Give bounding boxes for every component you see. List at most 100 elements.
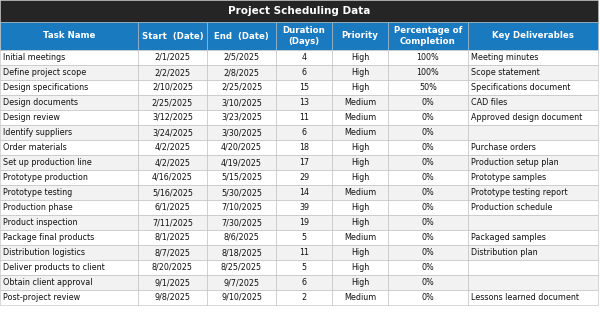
Text: Priority: Priority <box>341 32 379 41</box>
Text: 4/2/2025: 4/2/2025 <box>155 158 191 167</box>
Bar <box>468 260 598 275</box>
Text: 5/30/2025: 5/30/2025 <box>221 188 262 197</box>
Text: CAD files: CAD files <box>471 98 507 107</box>
Bar <box>207 110 276 125</box>
Text: High: High <box>351 263 369 272</box>
Bar <box>0 290 138 305</box>
Text: 7/30/2025: 7/30/2025 <box>221 218 262 227</box>
Text: 14: 14 <box>299 188 309 197</box>
Bar <box>138 80 207 95</box>
Text: 2: 2 <box>301 293 307 302</box>
Bar <box>468 155 598 170</box>
Text: Design review: Design review <box>3 113 60 122</box>
Text: Key Deliverables: Key Deliverables <box>492 32 574 41</box>
Bar <box>468 215 598 230</box>
Text: High: High <box>351 248 369 257</box>
Text: 4: 4 <box>302 53 307 62</box>
Text: 13: 13 <box>299 98 309 107</box>
Text: Package final products: Package final products <box>3 233 94 242</box>
Text: 4/16/2025: 4/16/2025 <box>152 173 193 182</box>
Bar <box>388 155 468 170</box>
Text: 17: 17 <box>299 158 309 167</box>
Bar <box>332 50 388 65</box>
Bar <box>468 140 598 155</box>
Bar <box>207 290 276 305</box>
Bar <box>276 185 332 200</box>
Text: Percentage of
Completion: Percentage of Completion <box>394 26 462 46</box>
Bar <box>0 170 138 185</box>
Bar <box>276 80 332 95</box>
Bar <box>332 215 388 230</box>
Bar <box>388 80 468 95</box>
Bar <box>207 50 276 65</box>
Bar <box>138 50 207 65</box>
Text: 0%: 0% <box>422 278 434 287</box>
Text: 2/2/2025: 2/2/2025 <box>154 68 191 77</box>
Text: Design specifications: Design specifications <box>3 83 88 92</box>
Bar <box>0 230 138 245</box>
Text: Approved design document: Approved design document <box>471 113 582 122</box>
Text: 8/18/2025: 8/18/2025 <box>221 248 262 257</box>
Text: 2/1/2025: 2/1/2025 <box>155 53 191 62</box>
Text: 0%: 0% <box>422 128 434 137</box>
Bar <box>138 290 207 305</box>
Text: High: High <box>351 278 369 287</box>
Bar <box>332 22 388 50</box>
Text: 4/19/2025: 4/19/2025 <box>221 158 262 167</box>
Bar <box>138 200 207 215</box>
Text: Production setup plan: Production setup plan <box>471 158 559 167</box>
Text: 0%: 0% <box>422 293 434 302</box>
Bar <box>332 125 388 140</box>
Text: High: High <box>351 68 369 77</box>
Bar <box>0 80 138 95</box>
Text: Medium: Medium <box>344 128 376 137</box>
Text: Distribution plan: Distribution plan <box>471 248 538 257</box>
Bar <box>138 215 207 230</box>
Bar <box>388 125 468 140</box>
Text: High: High <box>351 158 369 167</box>
Text: 2/25/2025: 2/25/2025 <box>221 83 262 92</box>
Text: 7/11/2025: 7/11/2025 <box>152 218 193 227</box>
Bar <box>332 185 388 200</box>
Text: 5: 5 <box>301 233 307 242</box>
Bar <box>0 245 138 260</box>
Bar <box>388 22 468 50</box>
Text: 8/25/2025: 8/25/2025 <box>221 263 262 272</box>
Text: 3/24/2025: 3/24/2025 <box>152 128 193 137</box>
Text: 15: 15 <box>299 83 309 92</box>
Text: 2/25/2025: 2/25/2025 <box>152 98 193 107</box>
Text: 6/1/2025: 6/1/2025 <box>155 203 190 212</box>
Text: 5/15/2025: 5/15/2025 <box>221 173 262 182</box>
Bar <box>0 50 138 65</box>
Text: Identify suppliers: Identify suppliers <box>3 128 72 137</box>
Bar <box>0 185 138 200</box>
Bar <box>388 200 468 215</box>
Bar <box>388 185 468 200</box>
Text: 50%: 50% <box>419 83 437 92</box>
Text: Obtain client approval: Obtain client approval <box>3 278 92 287</box>
Bar <box>468 110 598 125</box>
Bar <box>0 125 138 140</box>
Text: 0%: 0% <box>422 143 434 152</box>
Text: Prototype samples: Prototype samples <box>471 173 546 182</box>
Text: Prototype testing: Prototype testing <box>3 188 72 197</box>
Bar <box>276 22 332 50</box>
Bar <box>207 275 276 290</box>
Text: 0%: 0% <box>422 203 434 212</box>
Bar <box>276 230 332 245</box>
Text: 7/10/2025: 7/10/2025 <box>221 203 262 212</box>
Bar <box>388 230 468 245</box>
Text: 29: 29 <box>299 173 309 182</box>
Bar <box>276 275 332 290</box>
Text: Prototype testing report: Prototype testing report <box>471 188 568 197</box>
Bar <box>468 80 598 95</box>
Text: 100%: 100% <box>416 53 439 62</box>
Text: 0%: 0% <box>422 113 434 122</box>
Text: Meeting minutes: Meeting minutes <box>471 53 538 62</box>
Bar <box>276 260 332 275</box>
Bar <box>207 140 276 155</box>
Bar <box>468 245 598 260</box>
Bar <box>332 95 388 110</box>
Bar <box>138 65 207 80</box>
Bar <box>0 95 138 110</box>
